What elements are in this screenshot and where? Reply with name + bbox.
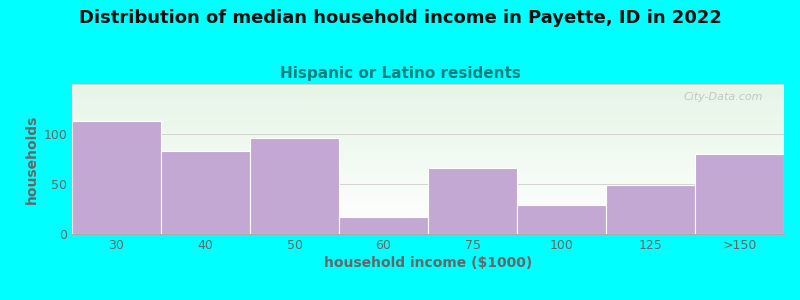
Bar <box>161 151 250 234</box>
Y-axis label: households: households <box>25 114 39 204</box>
X-axis label: household income ($1000): household income ($1000) <box>324 256 532 270</box>
Text: Hispanic or Latino residents: Hispanic or Latino residents <box>279 66 521 81</box>
Bar <box>339 217 428 234</box>
Bar <box>517 205 606 234</box>
Text: Distribution of median household income in Payette, ID in 2022: Distribution of median household income … <box>78 9 722 27</box>
Bar <box>428 168 517 234</box>
Bar <box>250 138 339 234</box>
Bar <box>606 185 695 234</box>
Bar <box>72 121 161 234</box>
Text: City-Data.com: City-Data.com <box>683 92 762 101</box>
Bar <box>695 154 784 234</box>
